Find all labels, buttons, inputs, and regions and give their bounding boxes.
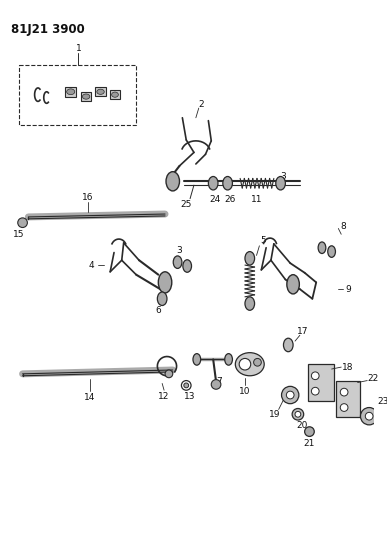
Ellipse shape: [245, 297, 255, 310]
Circle shape: [312, 387, 319, 395]
Text: 4: 4: [88, 261, 94, 270]
Circle shape: [182, 381, 191, 390]
Text: 20: 20: [296, 421, 307, 430]
Ellipse shape: [111, 92, 118, 97]
Text: 9: 9: [345, 285, 351, 294]
Bar: [81, 92, 91, 101]
Circle shape: [239, 358, 251, 370]
Text: 15: 15: [13, 230, 24, 239]
Text: 2: 2: [199, 100, 204, 109]
Bar: [65, 87, 77, 96]
Text: 11: 11: [251, 195, 262, 204]
Ellipse shape: [158, 272, 172, 293]
Bar: [95, 87, 106, 96]
Ellipse shape: [328, 246, 336, 257]
Text: 21: 21: [304, 439, 315, 448]
Ellipse shape: [193, 353, 201, 365]
Circle shape: [340, 388, 348, 396]
Circle shape: [253, 358, 261, 366]
Text: 3: 3: [176, 246, 182, 255]
Text: 23: 23: [377, 397, 387, 406]
Circle shape: [305, 427, 314, 437]
Text: 13: 13: [184, 392, 196, 401]
Bar: [19, 65, 136, 125]
Ellipse shape: [287, 274, 300, 294]
Text: 19: 19: [269, 410, 281, 419]
Text: 10: 10: [239, 386, 251, 395]
Text: 26: 26: [225, 195, 236, 204]
Bar: [110, 90, 120, 99]
Text: 6: 6: [156, 306, 161, 315]
Circle shape: [286, 391, 294, 399]
Ellipse shape: [318, 242, 326, 254]
Circle shape: [281, 386, 299, 403]
Circle shape: [340, 403, 348, 411]
Text: 22: 22: [367, 374, 378, 383]
Ellipse shape: [225, 353, 233, 365]
Text: 17: 17: [297, 327, 308, 336]
Circle shape: [18, 218, 27, 228]
Ellipse shape: [183, 260, 192, 272]
Text: 25: 25: [181, 200, 192, 209]
Circle shape: [211, 379, 221, 389]
Ellipse shape: [82, 94, 90, 99]
Text: 3: 3: [281, 172, 286, 181]
Ellipse shape: [97, 89, 104, 94]
Ellipse shape: [276, 176, 285, 190]
Text: 81J21 3900: 81J21 3900: [11, 23, 85, 36]
Ellipse shape: [208, 176, 218, 190]
Text: 12: 12: [158, 392, 170, 401]
Text: 7: 7: [216, 377, 222, 386]
Text: 14: 14: [84, 393, 96, 402]
Text: 16: 16: [82, 193, 94, 202]
Ellipse shape: [67, 89, 75, 95]
Ellipse shape: [223, 176, 233, 190]
Circle shape: [312, 372, 319, 379]
Circle shape: [292, 408, 304, 420]
Ellipse shape: [283, 338, 293, 352]
Bar: [308, 364, 334, 401]
Circle shape: [365, 413, 373, 420]
Text: 18: 18: [342, 362, 354, 372]
Text: 1: 1: [75, 44, 81, 53]
Bar: [336, 381, 360, 417]
Circle shape: [184, 383, 188, 388]
Ellipse shape: [235, 353, 264, 376]
Circle shape: [360, 408, 378, 425]
Circle shape: [165, 370, 173, 378]
Ellipse shape: [173, 256, 182, 269]
Text: 24: 24: [209, 195, 221, 204]
Ellipse shape: [158, 292, 167, 305]
Ellipse shape: [166, 172, 180, 191]
Text: 8: 8: [340, 222, 346, 231]
Text: 5: 5: [260, 237, 266, 246]
Circle shape: [295, 411, 301, 417]
Ellipse shape: [245, 252, 255, 265]
